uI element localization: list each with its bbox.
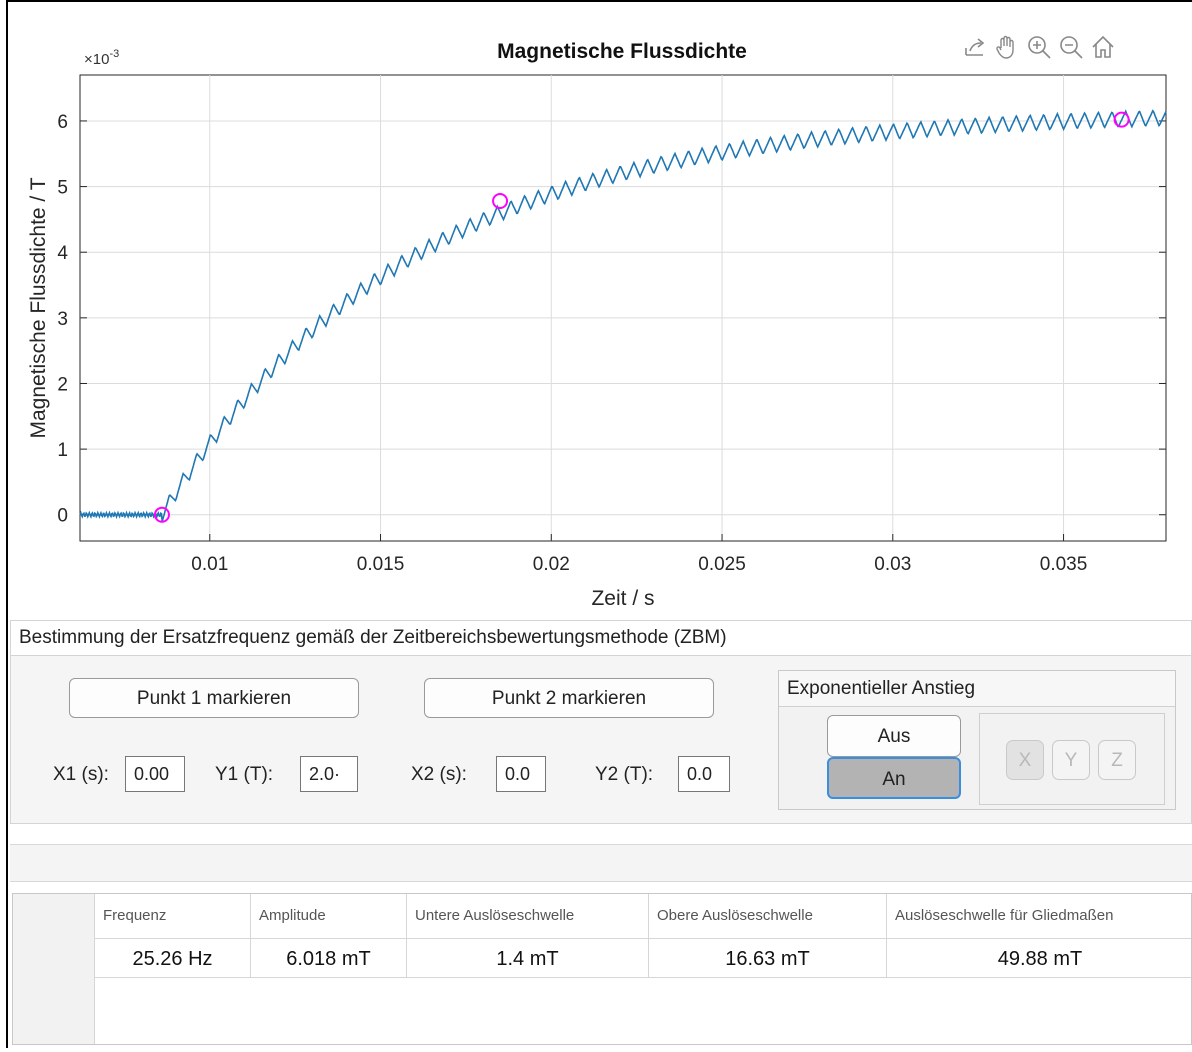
y1-field[interactable]: 2.0· [300, 756, 358, 792]
cell-upper-threshold[interactable]: 16.63 mT [649, 938, 887, 978]
results-table[interactable]: Frequenz Amplitude Untere Auslöseschwell… [12, 893, 1192, 1045]
y-exponent-base: ×10 [84, 51, 109, 68]
y1-label: Y1 (T): [215, 764, 274, 785]
header-limb-threshold[interactable]: Auslöseschwelle für Gliedmaßen [887, 894, 1191, 938]
x-tick-label: 0.025 [698, 554, 746, 575]
exponential-rise-group: Exponentieller Anstieg Aus An X Y Z [778, 670, 1176, 810]
export-icon[interactable] [960, 32, 990, 62]
point-markers [153, 111, 1130, 523]
cell-frequency[interactable]: 25.26 Hz [95, 938, 251, 978]
zoom-out-icon[interactable] [1056, 32, 1086, 62]
x-axis-button[interactable]: X [1006, 740, 1044, 780]
cell-lower-threshold[interactable]: 1.4 mT [407, 938, 649, 978]
x-tick-label: 0.02 [533, 554, 570, 575]
y-axis-label: Magnetische Flussdichte / T [27, 177, 50, 438]
y-tick-label: 3 [57, 309, 68, 330]
plot-grid [80, 75, 1166, 541]
x-tick-label: 0.035 [1040, 554, 1088, 575]
zoom-in-icon[interactable] [1024, 32, 1054, 62]
y-tick-label: 2 [57, 374, 68, 395]
mark-point1-button[interactable]: Punkt 1 markieren [69, 678, 359, 718]
row-header-column [13, 894, 95, 1044]
flux-density-plot[interactable]: 0.01 0.015 0.02 0.025 0.03 0.035 0 1 2 3 4 5 6 Magne… [0, 0, 1192, 620]
axes-toolbar [960, 32, 1118, 62]
spacer-bar [10, 844, 1192, 882]
y-axis-button[interactable]: Y [1052, 740, 1090, 780]
exponential-rise-title: Exponentieller Anstieg [779, 671, 1175, 707]
point-marker [1113, 111, 1130, 128]
y-tick-label: 4 [57, 243, 68, 264]
x-axis-label: Zeit / s [591, 587, 654, 610]
y-exponent: ×10-3 [84, 48, 119, 68]
x-tick-label: 0.03 [874, 554, 911, 575]
header-frequency[interactable]: Frequenz [95, 894, 251, 938]
header-lower-threshold[interactable]: Untere Auslöseschwelle [407, 894, 649, 938]
x1-label: X1 (s): [53, 764, 109, 785]
on-button[interactable]: An [827, 757, 961, 799]
x2-label: X2 (s): [411, 764, 467, 785]
chart-title: Magnetische Flussdichte [497, 40, 747, 63]
x-tick-label: 0.015 [357, 554, 405, 575]
y-exponent-power: -3 [109, 48, 119, 60]
point-marker [492, 193, 509, 210]
point-marker [153, 506, 170, 523]
axis-selector: X Y Z [979, 713, 1165, 805]
x2-field[interactable]: 0.0 [496, 756, 546, 792]
off-button[interactable]: Aus [827, 715, 961, 757]
y-tick-label: 6 [57, 112, 68, 133]
cell-amplitude[interactable]: 6.018 mT [251, 938, 407, 978]
z-axis-button[interactable]: Z [1098, 740, 1136, 780]
mark-point2-button[interactable]: Punkt 2 markieren [424, 678, 714, 718]
x-tick-label: 0.01 [191, 554, 228, 575]
series-line [79, 109, 1167, 522]
cell-limb-threshold[interactable]: 49.88 mT [887, 938, 1191, 978]
y-tick-label: 5 [57, 178, 68, 199]
y2-label: Y2 (T): [595, 764, 654, 785]
header-upper-threshold[interactable]: Obere Auslöseschwelle [649, 894, 887, 938]
y-tick-label: 0 [57, 506, 68, 527]
plot-background [79, 74, 1167, 542]
axis-ticks: 0.01 0.015 0.02 0.025 0.03 0.035 0 1 2 3 4 5 6 [57, 112, 1166, 575]
home-icon[interactable] [1088, 32, 1118, 62]
x1-field[interactable]: 0.00 [125, 756, 185, 792]
zbm-panel-title: Bestimmung der Ersatzfrequenz gemäß der … [10, 620, 1192, 656]
pan-icon[interactable] [992, 32, 1022, 62]
y2-field[interactable]: 0.0 [678, 756, 730, 792]
header-amplitude[interactable]: Amplitude [251, 894, 407, 938]
y-tick-label: 1 [57, 440, 68, 461]
